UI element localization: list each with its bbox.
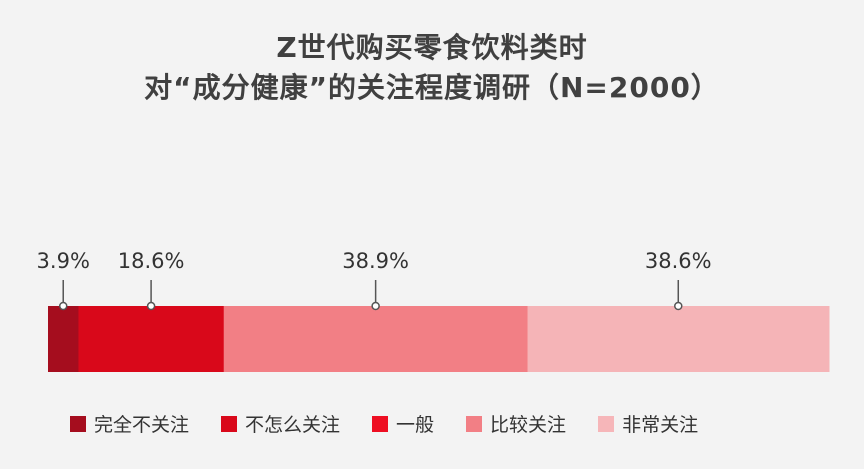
chart-title-line1: Z世代购买零食饮料类时 (276, 31, 588, 64)
data-label-1: 18.6% (118, 249, 185, 273)
legend-swatch-1 (221, 415, 238, 432)
legend-item-3: 比较关注 (466, 410, 566, 437)
data-label-2: 38.9% (342, 249, 409, 273)
bar-segment-3 (527, 306, 830, 372)
chart-title-line2: 对“成分健康”的关注程度调研（N=2000） (144, 71, 720, 104)
data-label-0: 3.9% (37, 249, 90, 273)
legend-swatch-0 (70, 415, 86, 432)
leader-marker-0 (58, 301, 68, 311)
bar-segment-1 (78, 306, 225, 372)
legend-label-3: 比较关注 (490, 414, 567, 436)
legend-label-0: 完全不关注 (94, 414, 190, 436)
legend-swatch-2 (372, 415, 389, 432)
legend-swatch-3 (466, 415, 483, 432)
legend-item-2: 一般 (372, 410, 434, 437)
legend-item-0: 完全不关注 (70, 410, 189, 437)
bar-segment-2 (223, 306, 529, 372)
legend-item-1: 不怎么关注 (221, 410, 340, 437)
legend-item-4: 非常关注 (598, 410, 698, 437)
legend-swatch-4 (598, 415, 615, 432)
legend-label-4: 非常关注 (622, 414, 699, 436)
legend-label-1: 不怎么关注 (245, 414, 341, 436)
chart-legend: 完全不关注 不怎么关注 一般 比较关注 非常关注 (70, 410, 730, 437)
leader-marker-1 (146, 301, 156, 311)
legend-label-2: 一般 (396, 414, 435, 436)
data-label-3: 38.6% (645, 249, 712, 273)
bar-segment-0 (48, 306, 79, 372)
leader-marker-2 (371, 301, 380, 311)
leader-marker-3 (674, 301, 683, 311)
